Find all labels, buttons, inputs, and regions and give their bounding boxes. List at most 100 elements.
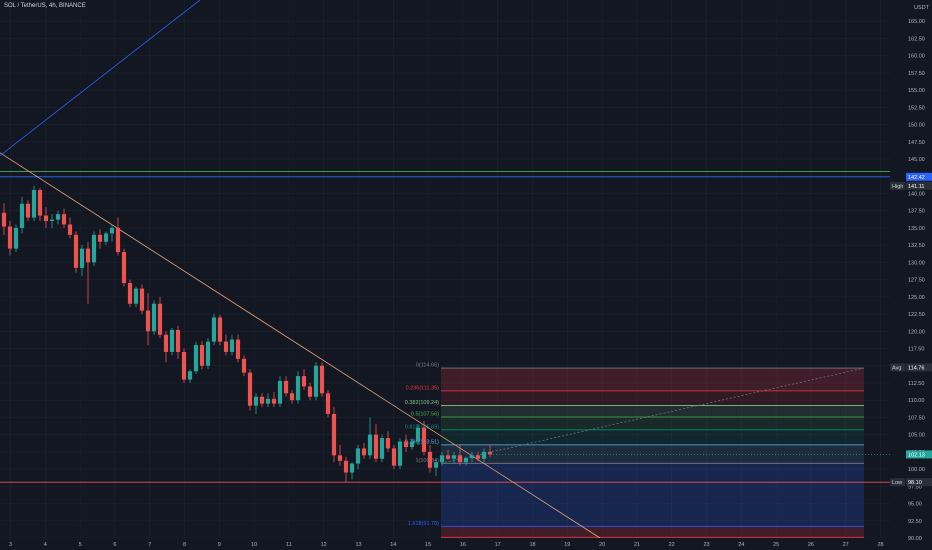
time-tick-label: 8 — [183, 542, 186, 548]
badge-label: High — [892, 184, 903, 190]
price-tick-label: 165.00 — [908, 19, 925, 25]
price-badge-value: 114.76 — [908, 365, 924, 371]
price-tick-label: 112.50 — [908, 381, 924, 387]
time-tick-label: 17 — [495, 542, 501, 548]
candle-body — [487, 451, 493, 455]
price-badge[interactable] — [906, 181, 932, 190]
time-tick-label: 14 — [390, 542, 396, 548]
horizontal-lines[interactable] — [0, 171, 890, 483]
time-tick-label: 6 — [113, 542, 116, 548]
time-tick-label: 15 — [425, 542, 431, 548]
fib-level-label: 1(100.84) — [415, 458, 439, 464]
time-tick-label: 21 — [634, 542, 640, 548]
fib-zone — [441, 463, 864, 527]
candle-body — [127, 283, 133, 304]
price-badge-value: 102.13 — [908, 452, 925, 458]
candle-body — [169, 329, 175, 352]
trendlines[interactable] — [0, 0, 601, 539]
price-tick-label: 107.50 — [908, 415, 925, 421]
candle-body — [133, 288, 139, 304]
time-tick-label: 4 — [44, 542, 47, 548]
price-tick-label: 140.00 — [908, 191, 925, 197]
price-tick-label: 137.50 — [908, 209, 925, 215]
candle-body — [271, 398, 277, 404]
price-tick-label: 100.00 — [908, 467, 925, 473]
fib-level-label: 0.236(111.35) — [406, 385, 440, 391]
candle-body — [349, 463, 355, 473]
price-tick-label: 155.00 — [908, 88, 925, 94]
time-tick-label: 3 — [9, 542, 12, 548]
price-badge[interactable] — [906, 478, 932, 487]
candle-body — [325, 393, 331, 414]
price-tick-label: 90.00 — [908, 536, 922, 542]
candle-body — [97, 234, 103, 242]
grid — [0, 0, 890, 539]
badge-label: Low — [892, 480, 902, 486]
ascending-trendline[interactable] — [0, 0, 201, 156]
price-tick-label: 95.00 — [908, 502, 922, 508]
time-tick-label: 20 — [599, 542, 605, 548]
symbol-title[interactable]: SOL / TetherUS, 4h, BINANCE — [4, 3, 86, 9]
fib-zone — [441, 417, 864, 430]
price-badge[interactable] — [906, 450, 932, 459]
candle-body — [409, 441, 415, 448]
fib-trend-dashed[interactable] — [440, 367, 865, 464]
price-tick-label: 145.00 — [908, 157, 925, 163]
candle-body — [145, 310, 151, 332]
candle-body — [1, 212, 7, 227]
time-tick-label: 23 — [703, 542, 709, 548]
candle-body — [175, 329, 181, 352]
candle-body — [13, 227, 19, 249]
candle-body — [43, 215, 49, 222]
candle-body — [379, 438, 385, 459]
candle-body — [457, 455, 463, 463]
price-tick-label: 160.00 — [908, 54, 925, 60]
candle-body — [283, 380, 289, 394]
badge-label-bg — [890, 363, 905, 372]
price-tick-label: 122.50 — [908, 312, 925, 318]
price-axis-currency: USDT — [914, 5, 930, 11]
price-tick-label: 105.00 — [908, 433, 925, 439]
candle-body — [277, 380, 283, 404]
price-badge[interactable] — [906, 172, 932, 181]
candle-body — [157, 303, 163, 335]
badge-label: Avg — [892, 365, 901, 371]
candle-body — [247, 372, 253, 406]
time-tick-label: 25 — [773, 542, 779, 548]
price-badge[interactable] — [906, 363, 932, 372]
candle-body — [307, 386, 313, 397]
time-tick-label: 12 — [321, 542, 327, 548]
price-tick-label: 147.50 — [908, 140, 925, 146]
time-tick-label: 10 — [251, 542, 257, 548]
candle-body — [199, 345, 205, 366]
candle-body — [481, 451, 487, 459]
fib-zone — [441, 405, 864, 418]
fib-zone — [441, 368, 864, 391]
candle-body — [367, 434, 373, 456]
price-tick-label: 132.50 — [908, 243, 925, 249]
candle-body — [331, 413, 337, 456]
candle-body — [223, 341, 229, 352]
candle-body — [355, 448, 361, 464]
price-axis[interactable]: USDT 165.00 162.50 160.00 157.50 155.00 152.50… — [890, 0, 932, 550]
price-tick-label: 97.50 — [908, 484, 922, 490]
descending-trendline[interactable] — [0, 152, 601, 539]
price-tick-label: 125.00 — [908, 295, 925, 301]
time-tick-label: 16 — [460, 542, 466, 548]
fibonacci-retracement[interactable]: 0(114.66) 0.236(111.35) 0.382(109.24) 0.5(1… — [405, 363, 865, 538]
time-axis[interactable]: 3 4 5 6 7 8 9 10 11 12 13 14 15 16 17 18 19 20 21 22 23 24 25 2… — [0, 538, 890, 550]
candle-body — [265, 398, 271, 404]
candle-body — [139, 288, 145, 311]
price-tick-label: 152.50 — [908, 105, 925, 111]
candle-body — [187, 371, 193, 380]
candle-body — [163, 334, 169, 352]
badge-label-bg — [890, 478, 905, 487]
fib-zone — [441, 526, 864, 538]
candle-body — [439, 455, 445, 463]
candle-body — [403, 441, 409, 448]
candle-body — [37, 190, 43, 216]
candle-body — [109, 227, 115, 234]
candle-body — [385, 438, 391, 449]
